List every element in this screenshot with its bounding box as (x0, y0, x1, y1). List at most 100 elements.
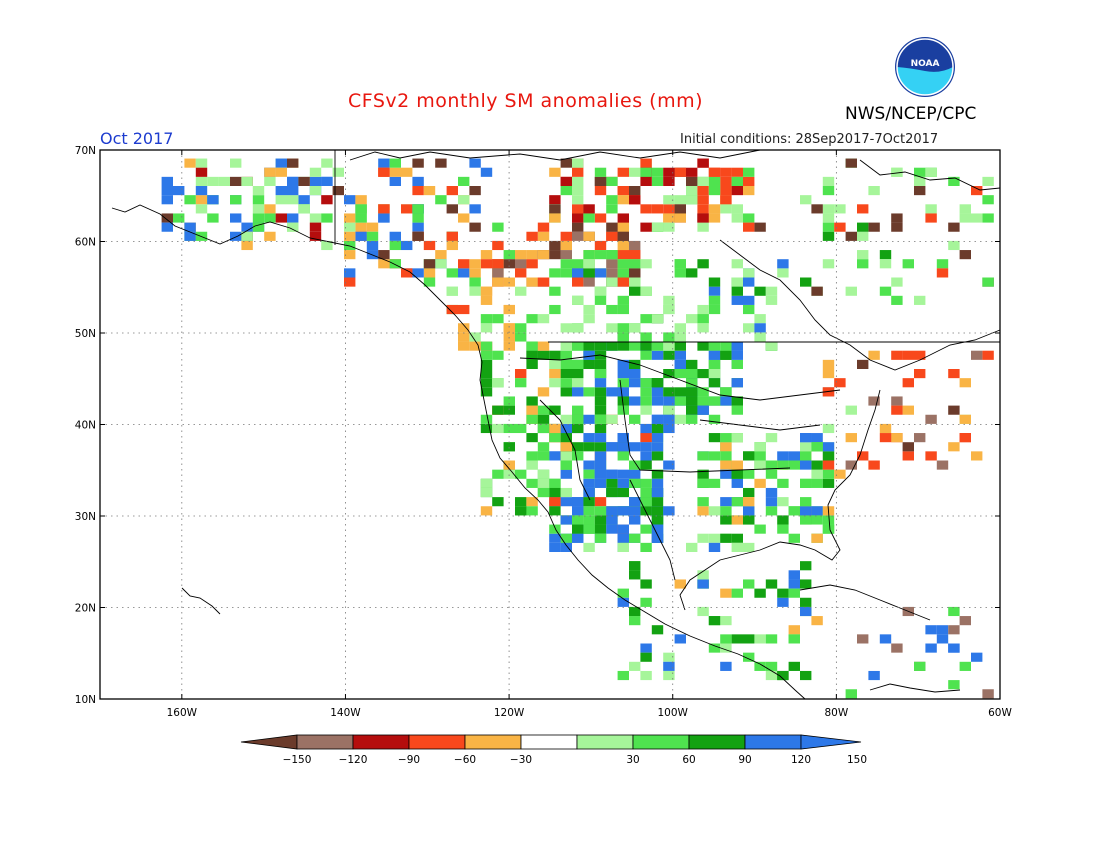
anomaly-cell (549, 524, 561, 534)
anomaly-cell (572, 442, 584, 452)
anomaly-cell (822, 204, 835, 214)
anomaly-cell (412, 186, 424, 196)
anomaly-cell (572, 268, 584, 278)
anomaly-cell (560, 460, 572, 470)
anomaly-cell (800, 497, 812, 507)
anomaly-cell (640, 423, 652, 434)
anomaly-cell (366, 240, 379, 251)
anomaly-cell (879, 423, 892, 434)
anomaly-cell (822, 359, 835, 369)
anomaly-cell (617, 451, 629, 461)
anomaly-cell (788, 625, 800, 635)
anomaly-cell (720, 469, 732, 479)
anomaly-cell (663, 341, 675, 351)
anomaly-cell (617, 222, 629, 232)
anomaly-cell (355, 222, 367, 232)
anomaly-cell (560, 176, 572, 186)
anomaly-cell (731, 286, 743, 296)
anomaly-cell (822, 460, 835, 470)
anomaly-cell (583, 515, 595, 525)
anomaly-cell (743, 304, 755, 315)
anomaly-cell (606, 222, 618, 232)
anomaly-cell (754, 661, 766, 671)
lat-label: 60N (75, 237, 96, 249)
anomaly-cell (788, 506, 800, 516)
anomaly-cell (594, 433, 607, 443)
anomaly-cell (674, 204, 686, 214)
anomaly-cell (765, 487, 778, 498)
anomaly-cell (423, 259, 436, 269)
anomaly-cell (697, 186, 709, 196)
anomaly-cell (230, 195, 242, 205)
anomaly-cell (651, 524, 664, 534)
anomaly-cell (606, 176, 618, 186)
anomaly-cell (469, 341, 481, 351)
anomaly-cell (480, 286, 493, 296)
anomaly-cell (321, 176, 333, 186)
anomaly-cell (765, 661, 778, 671)
anomaly-cell (594, 506, 607, 516)
anomaly-cell (663, 222, 675, 232)
anomaly-cell (572, 405, 584, 415)
anomaly-cell (868, 670, 880, 681)
anomaly-cell (401, 204, 413, 214)
anomaly-cell (515, 423, 527, 434)
anomaly-cell (537, 487, 550, 498)
anomaly-cell (629, 259, 641, 269)
anomaly-cell (526, 414, 538, 424)
anomaly-cell (309, 222, 322, 232)
anomaly-cell (640, 158, 652, 168)
anomaly-cell (480, 359, 493, 369)
anomaly-cell (458, 332, 470, 342)
anomaly-cell (606, 414, 618, 424)
anomaly-cell (252, 195, 265, 205)
anomaly-cell (480, 414, 493, 424)
anomaly-cell (458, 323, 470, 333)
anomaly-cell (674, 213, 686, 223)
anomaly-cell (629, 359, 641, 369)
anomaly-cell (594, 378, 607, 388)
anomaly-cell (617, 304, 629, 315)
anomaly-cell (583, 213, 595, 223)
anomaly-cell (936, 259, 949, 269)
noaa-logo: NOAA (895, 37, 955, 97)
anomaly-cell (811, 433, 823, 443)
anomaly-cell (640, 478, 652, 488)
anomaly-cell (617, 597, 629, 607)
anomaly-cell (173, 213, 185, 223)
anomaly-cell (526, 350, 538, 360)
anomaly-cell (309, 213, 322, 223)
anomaly-cell (549, 451, 561, 461)
anomaly-cell (287, 195, 299, 205)
anomaly-cell (572, 387, 584, 397)
anomaly-cell (503, 423, 515, 434)
anomaly-cell (765, 433, 778, 443)
anomaly-cell (389, 167, 401, 177)
anomaly-cell (651, 469, 664, 479)
anomaly-cell (891, 222, 903, 232)
anomaly-cell (811, 204, 823, 214)
anomaly-cell (594, 478, 607, 488)
anomaly-cell (811, 478, 823, 488)
anomaly-cell (537, 478, 550, 488)
anomaly-cell (845, 433, 857, 443)
anomaly-cell (731, 396, 743, 406)
legend-swatch (632, 734, 690, 750)
anomaly-cell (788, 533, 800, 543)
anomaly-cell (959, 661, 971, 671)
anomaly-cell (503, 323, 515, 333)
legend-label: −30 (510, 754, 532, 766)
anomaly-cell (458, 195, 470, 205)
anomaly-cell (720, 387, 732, 397)
coastlines (111, 149, 1001, 700)
anomaly-cell (275, 167, 287, 177)
anomaly-cell (594, 268, 607, 278)
anomaly-cell (731, 542, 743, 552)
anomaly-cell (868, 350, 880, 360)
anomaly-cell (572, 158, 584, 168)
lat-label: 20N (75, 603, 96, 615)
anomaly-cell (195, 204, 208, 214)
anomaly-cell (731, 433, 743, 443)
anomaly-cell (572, 524, 584, 534)
anomaly-cell (754, 286, 766, 296)
